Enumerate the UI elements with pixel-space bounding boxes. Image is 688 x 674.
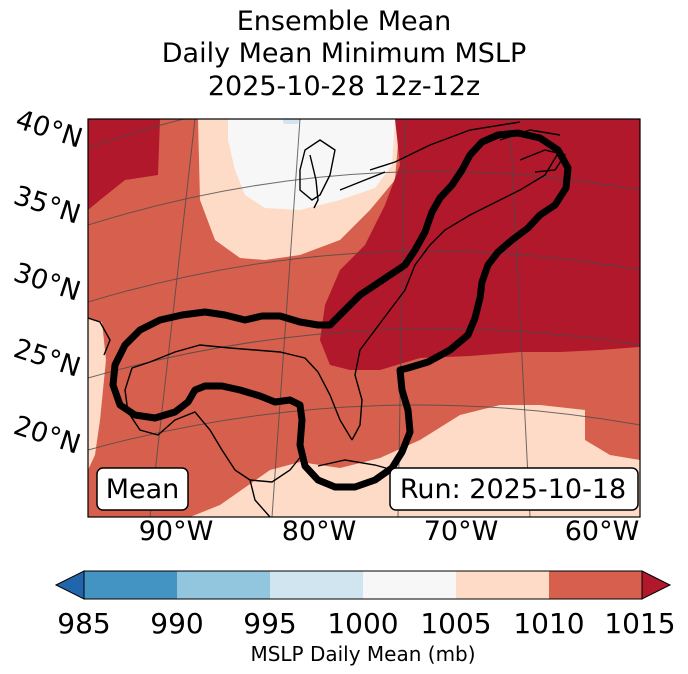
lake-ontario: [369, 161, 396, 171]
parallel-40n: [88, 119, 186, 149]
parallel-30n: [88, 250, 640, 303]
great-lakes: [299, 139, 336, 201]
colorbar-extend-high: [641, 570, 672, 600]
field-1015-east: [320, 119, 640, 370]
lake-michigan: [309, 154, 319, 209]
colorbar-tick-985: 985: [57, 607, 110, 640]
colorbar-bin-985-990: [84, 571, 177, 599]
parallel-35n: [88, 170, 640, 226]
run-box-label: Run: 2025-10-18: [400, 474, 626, 505]
mean-box-label: Mean: [106, 474, 180, 505]
title-line-2: Daily Mean Minimum MSLP: [161, 38, 527, 69]
lon-label-80w: 80°W: [282, 516, 357, 547]
lon-label-60w: 60°W: [565, 516, 640, 547]
lake-erie: [339, 171, 386, 191]
field-995-north: [282, 119, 300, 124]
central-america: [249, 479, 271, 517]
meridian-60w: [509, 119, 531, 517]
colorbar-bin-995-1000: [270, 571, 363, 599]
colorbar-bin-990-995: [177, 571, 270, 599]
colorbar-bin-1005-1010: [456, 571, 549, 599]
st-lawrence: [394, 121, 521, 163]
run-box-frame: [389, 467, 639, 511]
gulf-coast: [131, 344, 306, 369]
colorbar-tick-990: 990: [150, 607, 203, 640]
colorbar-bin-1000-1005: [363, 571, 456, 599]
lon-label-70w: 70°W: [424, 516, 499, 547]
coastlines: [88, 121, 567, 517]
florida-west: [304, 357, 353, 441]
title-line-3: 2025-10-28 12z-12z: [207, 71, 481, 102]
field-1000-north: [228, 119, 395, 210]
colorbar-tick-1010: 1010: [513, 607, 584, 640]
lat-label-40n: 40°N: [12, 104, 86, 155]
lon-label-90w: 90°W: [139, 516, 214, 547]
mexico-coast: [124, 367, 251, 481]
ensemble-contour: [109, 129, 572, 491]
parallel-25n: [88, 328, 640, 379]
colorbar-tick-1005: 1005: [420, 607, 491, 640]
lat-label-20n: 20°N: [10, 410, 84, 461]
colorbar-tick-1000: 1000: [327, 607, 398, 640]
colorbar: 985 990 995 1000 1005 1010 1015 MSLP Dai…: [54, 570, 676, 666]
east-coast: [351, 149, 561, 441]
nova-scotia: [519, 149, 567, 173]
field-1005-southwest: [88, 318, 106, 470]
colorbar-tick-995: 995: [243, 607, 296, 640]
colorbar-label: MSLP Daily Mean (mb): [250, 642, 475, 666]
lat-label-30n: 30°N: [10, 257, 84, 308]
colorbar-bin-1010-1015: [549, 571, 642, 599]
yucatan: [249, 454, 303, 483]
baja-coast: [88, 317, 111, 356]
map-frame: [87, 118, 641, 518]
title-line-1: Ensemble Mean: [236, 6, 452, 37]
lat-label-35n: 35°N: [10, 180, 84, 231]
lat-label-25n: 25°N: [10, 333, 84, 384]
mean-box-frame: [96, 467, 189, 511]
colorbar-extend-low: [54, 570, 85, 600]
colorbar-tick-1015: 1015: [604, 607, 675, 640]
colorbar-frame: [83, 570, 643, 600]
